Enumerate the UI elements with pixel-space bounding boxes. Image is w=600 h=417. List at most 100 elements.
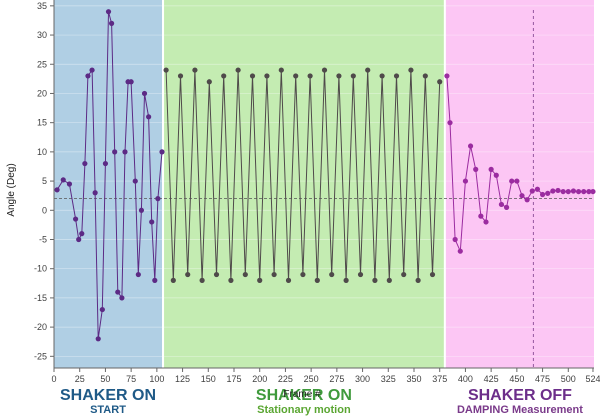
data-point bbox=[365, 67, 371, 73]
data-point bbox=[89, 67, 95, 73]
data-point bbox=[336, 73, 342, 79]
data-point bbox=[565, 188, 571, 195]
y-tick-label: 0 bbox=[42, 205, 47, 215]
data-point bbox=[66, 181, 73, 187]
x-axis-label: Frame # bbox=[283, 389, 321, 400]
data-point bbox=[570, 188, 577, 194]
data-point bbox=[170, 277, 176, 283]
data-point bbox=[444, 73, 450, 79]
data-point bbox=[105, 9, 112, 15]
data-point bbox=[85, 73, 91, 79]
data-point bbox=[192, 67, 198, 73]
y-tick-label: 15 bbox=[37, 118, 47, 128]
x-tick-label: 350 bbox=[406, 374, 421, 384]
data-point bbox=[228, 277, 234, 283]
x-tick-label: 500 bbox=[561, 374, 576, 384]
data-point bbox=[285, 277, 292, 283]
data-point bbox=[524, 197, 530, 203]
x-tick-label: 200 bbox=[252, 374, 267, 384]
data-point bbox=[415, 277, 421, 283]
data-point bbox=[329, 271, 335, 278]
x-tick-label: 325 bbox=[381, 374, 396, 384]
data-point bbox=[79, 231, 85, 237]
y-tick-label: 35 bbox=[37, 1, 47, 11]
y-tick-label: 10 bbox=[37, 147, 47, 157]
data-point bbox=[177, 73, 184, 79]
data-point bbox=[350, 73, 356, 79]
data-point bbox=[242, 271, 248, 278]
data-point bbox=[493, 172, 499, 178]
x-tick-label: 250 bbox=[304, 374, 319, 384]
data-point bbox=[437, 79, 443, 85]
data-point bbox=[452, 236, 458, 243]
phase-title-0: SHAKER ON bbox=[60, 387, 156, 404]
data-point bbox=[199, 277, 205, 283]
data-point bbox=[115, 289, 121, 295]
data-point bbox=[560, 188, 566, 195]
y-tick-label: 25 bbox=[37, 59, 47, 69]
x-tick-label: 75 bbox=[126, 374, 136, 384]
data-point bbox=[386, 277, 392, 283]
data-point bbox=[95, 336, 101, 342]
x-tick-label: 450 bbox=[509, 374, 524, 384]
data-point bbox=[119, 295, 125, 301]
data-point bbox=[138, 207, 145, 213]
data-point bbox=[76, 236, 82, 243]
data-point bbox=[54, 187, 60, 193]
x-tick-label: 25 bbox=[75, 374, 85, 384]
data-point bbox=[343, 277, 349, 283]
x-tick-label: 50 bbox=[100, 374, 110, 384]
data-point bbox=[293, 73, 299, 79]
data-point bbox=[109, 20, 115, 26]
y-axis-label: Angle (Deg) bbox=[6, 163, 17, 216]
data-point bbox=[529, 188, 535, 194]
y-tick-label: -10 bbox=[34, 264, 47, 274]
data-point bbox=[462, 178, 469, 184]
data-point bbox=[321, 67, 328, 73]
data-point bbox=[422, 73, 428, 79]
data-point bbox=[257, 277, 263, 283]
x-tick-label: 175 bbox=[226, 374, 241, 384]
axes: 0 25 50 75 100 125 150 175 200 225 250 275 300 325 350… bbox=[34, 0, 600, 384]
data-point bbox=[163, 67, 169, 73]
x-tick-label: 300 bbox=[355, 374, 370, 384]
data-point bbox=[146, 114, 152, 120]
x-tick-label: 150 bbox=[201, 374, 216, 384]
data-point bbox=[590, 188, 596, 195]
data-point bbox=[393, 73, 400, 79]
data-point bbox=[235, 67, 241, 73]
data-point bbox=[429, 271, 436, 278]
x-tick-label: 100 bbox=[149, 374, 164, 384]
data-point bbox=[478, 213, 484, 219]
x-tick-label: 125 bbox=[175, 374, 190, 384]
y-tick-label: -15 bbox=[34, 293, 47, 303]
y-tick-label: 20 bbox=[37, 88, 47, 98]
series-layer bbox=[54, 9, 596, 342]
data-point bbox=[141, 90, 148, 97]
data-point bbox=[278, 67, 284, 73]
data-point bbox=[92, 190, 98, 196]
data-point bbox=[483, 219, 489, 225]
data-point bbox=[149, 219, 155, 225]
data-point bbox=[73, 216, 79, 222]
data-point bbox=[155, 196, 161, 202]
x-tick-label: 400 bbox=[458, 374, 473, 384]
series-1 bbox=[163, 67, 443, 283]
data-point bbox=[473, 166, 479, 172]
y-tick-label: -25 bbox=[34, 351, 47, 361]
phase-subtitle-2: DAMPING Measurement bbox=[457, 404, 583, 416]
data-point bbox=[372, 277, 378, 283]
data-point bbox=[112, 149, 118, 155]
data-point bbox=[545, 190, 551, 196]
data-point bbox=[550, 188, 556, 194]
phase-band-2 bbox=[445, 0, 594, 368]
x-tick-label: 225 bbox=[278, 374, 293, 384]
data-point bbox=[503, 204, 510, 210]
phase-title-2: SHAKER OFF bbox=[468, 387, 572, 404]
phase-subtitle-1: Stationary motion bbox=[257, 404, 351, 416]
y-tick-label: -5 bbox=[39, 234, 47, 244]
x-tick-label: 0 bbox=[51, 374, 56, 384]
data-point bbox=[447, 120, 453, 126]
phase-band-1 bbox=[164, 0, 444, 368]
